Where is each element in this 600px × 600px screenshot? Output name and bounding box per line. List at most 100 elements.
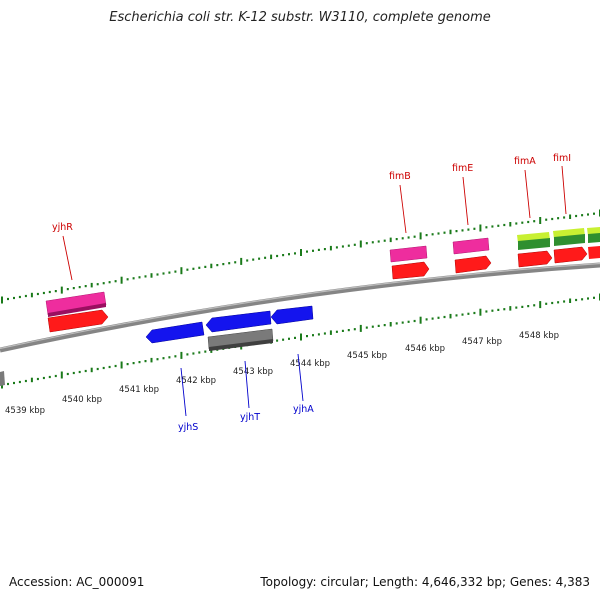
feature-fimI[interactable] xyxy=(553,228,588,264)
upper-track-dot xyxy=(42,291,45,295)
lower-track-dot xyxy=(114,364,117,368)
feature-yjhT[interactable] xyxy=(205,310,274,351)
upper-track-dot xyxy=(138,276,141,279)
lower-track-mid-tick xyxy=(509,306,512,311)
upper-track-dot xyxy=(587,213,589,216)
lower-track-dot xyxy=(527,305,530,308)
upper-track-dot xyxy=(312,249,314,252)
lower-track-dot xyxy=(407,320,410,323)
gene-label-yjhS[interactable]: yjhS xyxy=(178,422,198,433)
lower-track-dot xyxy=(503,308,506,311)
gene-arrow-yjhA xyxy=(270,305,314,325)
upper-track-dot xyxy=(497,224,500,227)
lower-track-dot xyxy=(306,335,308,338)
lower-track-mid-tick xyxy=(329,330,332,335)
upper-track-dot xyxy=(48,290,51,294)
lower-track-dot xyxy=(413,319,416,323)
gene-label-yjhA[interactable]: yjhA xyxy=(293,404,314,415)
upper-track-dot xyxy=(168,271,171,274)
lower-track-dot xyxy=(467,312,470,315)
lower-track-mid-tick xyxy=(150,357,153,363)
feature-fimA[interactable] xyxy=(517,232,553,268)
upper-track-dot xyxy=(437,232,440,235)
lower-track-dot xyxy=(276,339,279,342)
gene-label-fimB[interactable]: fimB xyxy=(389,171,411,182)
lower-track-major-tick xyxy=(300,333,302,341)
lower-track-dot xyxy=(144,360,147,363)
upper-track-dot xyxy=(102,282,105,285)
feature-yjhA[interactable] xyxy=(270,305,314,325)
lower-track-dot xyxy=(156,358,159,361)
lower-track-dot xyxy=(48,375,51,379)
lower-track-dot xyxy=(312,334,314,337)
feature-block-pink xyxy=(452,237,490,255)
lower-track-dot xyxy=(593,296,595,299)
gene-label-fimI[interactable]: fimI xyxy=(553,153,571,164)
lower-track-dot xyxy=(186,353,189,356)
lower-track-dot xyxy=(587,297,589,300)
lower-track-dot xyxy=(126,363,129,366)
lower-track-dot xyxy=(455,314,458,317)
gene-label-fimA[interactable]: fimA xyxy=(514,156,536,167)
gene-arrow-fimE xyxy=(454,255,492,274)
lower-track-major-tick xyxy=(180,351,183,359)
lower-track-major-tick xyxy=(120,361,123,369)
upper-track-major-tick xyxy=(1,296,3,304)
feature-fimE[interactable] xyxy=(452,237,492,274)
lower-track-dot xyxy=(533,304,536,307)
lower-track-dot xyxy=(7,382,9,386)
lower-track-dot xyxy=(377,324,380,327)
kbp-label: 4547 kbp xyxy=(462,337,502,347)
upper-track-dot xyxy=(485,226,488,229)
upper-track-dot xyxy=(162,272,165,275)
gene-leaders xyxy=(62,165,567,417)
lower-track-dot xyxy=(138,361,141,364)
upper-track-dot xyxy=(258,257,261,260)
gene-label-fimE[interactable]: fimE xyxy=(452,163,473,174)
kbp-labels: 4539 kbp 4540 kbp 4541 kbp 4542 kbp 4543… xyxy=(5,331,559,416)
feature-block-gray-shadow xyxy=(209,339,273,351)
upper-track-dot xyxy=(204,265,207,268)
upper-track-dot xyxy=(323,248,326,251)
kbp-label: 4539 kbp xyxy=(5,406,45,416)
gene-label-yjhT[interactable]: yjhT xyxy=(240,412,260,423)
lower-track-dot xyxy=(437,316,440,319)
gene-label-yjhR[interactable]: yjhR xyxy=(52,222,73,233)
gene-arrow-fimI xyxy=(553,246,588,264)
lower-track-dot xyxy=(491,309,494,312)
feature-fimB[interactable] xyxy=(389,245,430,280)
upper-track-dot xyxy=(198,266,201,269)
upper-track-mid-tick xyxy=(270,254,273,260)
kbp-label: 4540 kbp xyxy=(62,395,102,405)
lower-track-dot xyxy=(353,328,356,331)
upper-track-dot xyxy=(503,223,506,227)
feature-yjhS[interactable] xyxy=(145,321,205,344)
upper-track-dot xyxy=(78,286,81,289)
upper-track-mid-tick xyxy=(449,229,452,235)
lower-track-mid-tick xyxy=(449,313,452,319)
upper-track-major-tick xyxy=(60,286,63,294)
upper-track-dot xyxy=(341,245,344,248)
upper-track-mid-tick xyxy=(329,245,332,251)
leader-fimI xyxy=(561,165,567,215)
feature-yjhR[interactable] xyxy=(45,291,109,333)
lower-track-major-tick xyxy=(479,308,482,316)
upper-track-dot xyxy=(156,273,159,276)
upper-track-major-tick xyxy=(539,217,542,224)
upper-track-dot xyxy=(413,235,416,238)
feature-block-green-dark xyxy=(554,234,585,246)
upper-track-dot xyxy=(282,254,285,257)
upper-track-dot xyxy=(353,243,356,246)
lower-track-dot xyxy=(18,380,21,384)
feature-offscreen-left xyxy=(0,371,5,386)
upper-track-major-tick xyxy=(180,267,183,275)
feature-offscreen-right xyxy=(587,227,600,259)
lower-track-dot xyxy=(461,313,464,316)
lower-track-dot xyxy=(545,302,548,305)
lower-track-dot xyxy=(54,374,57,378)
lower-track-dot xyxy=(288,337,290,340)
lower-track-mid-tick xyxy=(30,377,33,383)
upper-track-dot xyxy=(593,212,595,215)
lower-track-dot xyxy=(66,372,69,376)
